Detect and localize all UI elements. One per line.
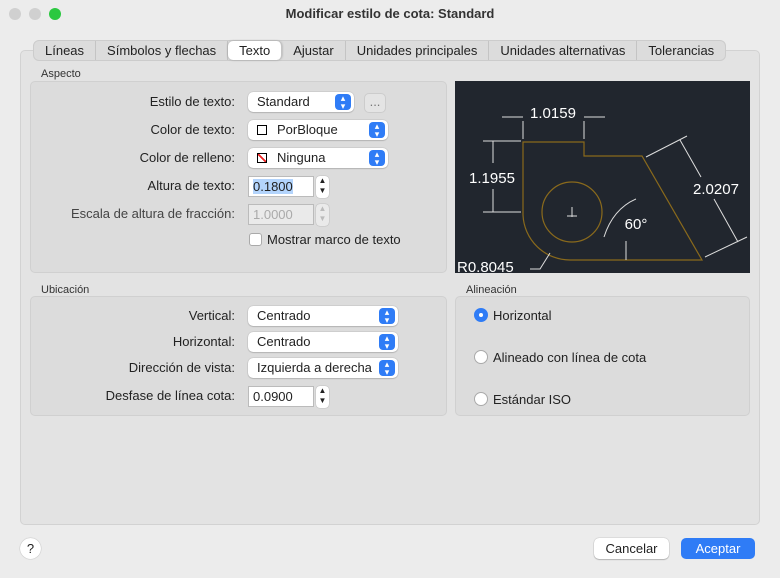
radio-iso-label: Estándar ISO: [493, 392, 572, 407]
dimension-preview: 1.0159 1.1955 2.0207 60° R0.8045: [455, 81, 750, 273]
color-value: PorBloque: [277, 122, 338, 137]
vertical-value: Centrado: [257, 308, 311, 323]
relleno-value: Ninguna: [277, 150, 326, 165]
dim-top: 1.0159: [530, 105, 576, 122]
tab-lineas[interactable]: Líneas: [34, 41, 97, 60]
direccion-label: Dirección de vista:: [128, 360, 235, 375]
radio-iso[interactable]: [474, 392, 488, 406]
estilo-value: Standard: [257, 94, 310, 109]
no-fill-swatch-icon: [257, 153, 267, 163]
marco-label: Mostrar marco de texto: [267, 232, 401, 247]
aspecto-group: [30, 81, 447, 273]
altura-input[interactable]: 0.1800: [248, 176, 314, 197]
chevron-updown-icon: ▴ ▾: [379, 360, 395, 377]
relleno-label: Color de relleno:: [139, 150, 235, 165]
altura-stepper[interactable]: ▲ ▼: [316, 176, 329, 198]
help-button[interactable]: ?: [20, 538, 41, 559]
dim-right: 2.0207: [693, 181, 739, 198]
tab-bar: Líneas Símbolos y flechas Texto Ajustar …: [33, 40, 727, 61]
tab-tolerancias[interactable]: Tolerancias: [648, 43, 715, 58]
horizontal-select[interactable]: Centrado ▴ ▾: [248, 332, 398, 352]
tab-unidades-alternativas[interactable]: Unidades alternativas: [489, 41, 638, 60]
preview-dim-lines: [483, 116, 748, 270]
color-select[interactable]: PorBloque ▴ ▾: [248, 120, 388, 140]
direccion-select[interactable]: Izquierda a derecha ▴ ▾: [248, 358, 398, 378]
tab-ajustar[interactable]: Ajustar: [282, 41, 346, 60]
desfase-stepper[interactable]: ▲ ▼: [316, 386, 329, 408]
chevron-updown-icon: ▴ ▾: [369, 150, 385, 167]
desfase-input[interactable]: 0.0900: [248, 386, 314, 407]
marco-checkbox[interactable]: [249, 233, 262, 246]
radio-alineado-label: Alineado con línea de cota: [493, 350, 647, 365]
alineacion-title: Alineación: [466, 284, 517, 296]
escala-stepper[interactable]: ▲ ▼: [316, 204, 329, 226]
altura-label: Altura de texto:: [147, 178, 235, 193]
estilo-select[interactable]: Standard ▴ ▾: [248, 92, 354, 112]
window-title: Modificar estilo de cota: Standard: [285, 6, 495, 21]
escala-label: Escala de altura de fracción:: [70, 206, 235, 221]
color-label: Color de texto:: [150, 122, 235, 137]
vertical-select[interactable]: Centrado ▴ ▾: [248, 306, 398, 326]
escala-input[interactable]: 1.0000: [248, 204, 314, 225]
chevron-updown-icon: ▴ ▾: [379, 308, 395, 325]
cancel-button[interactable]: Cancelar: [594, 538, 669, 559]
horizontal-value: Centrado: [257, 334, 311, 349]
more-button[interactable]: ...: [364, 93, 386, 113]
preview-shape: [522, 141, 704, 261]
relleno-select[interactable]: Ninguna ▴ ▾: [248, 148, 388, 168]
radio-horizontal-label: Horizontal: [493, 308, 552, 323]
radio-horizontal[interactable]: [474, 308, 488, 322]
dim-radius: R0.8045: [457, 259, 514, 273]
ok-button[interactable]: Aceptar: [681, 538, 755, 559]
horizontal-label: Horizontal:: [172, 334, 235, 349]
color-swatch-icon: [257, 125, 267, 135]
close-button[interactable]: [9, 8, 21, 20]
radio-alineado[interactable]: [474, 350, 488, 364]
chevron-updown-icon: ▴ ▾: [379, 334, 395, 351]
vertical-label: Vertical:: [188, 308, 235, 323]
minimize-button[interactable]: [29, 8, 41, 20]
desfase-label: Desfase de línea cota:: [105, 388, 235, 403]
tab-unidades-principales[interactable]: Unidades principales: [346, 41, 490, 60]
direccion-value: Izquierda a derecha: [257, 360, 372, 375]
estilo-label: Estilo de texto:: [149, 94, 235, 109]
dim-left: 1.1955: [469, 170, 515, 187]
zoom-button[interactable]: [49, 8, 61, 20]
ubicacion-title: Ubicación: [41, 284, 90, 296]
altura-value: 0.1800: [253, 179, 293, 194]
alineacion-group: [455, 296, 750, 416]
dim-angle: 60°: [625, 216, 648, 233]
tab-texto[interactable]: Texto: [228, 41, 283, 60]
chevron-updown-icon: ▴ ▾: [335, 94, 351, 111]
aspecto-title: Aspecto: [41, 68, 81, 80]
chevron-updown-icon: ▴ ▾: [369, 122, 385, 139]
tab-simbolos[interactable]: Símbolos y flechas: [96, 41, 229, 60]
